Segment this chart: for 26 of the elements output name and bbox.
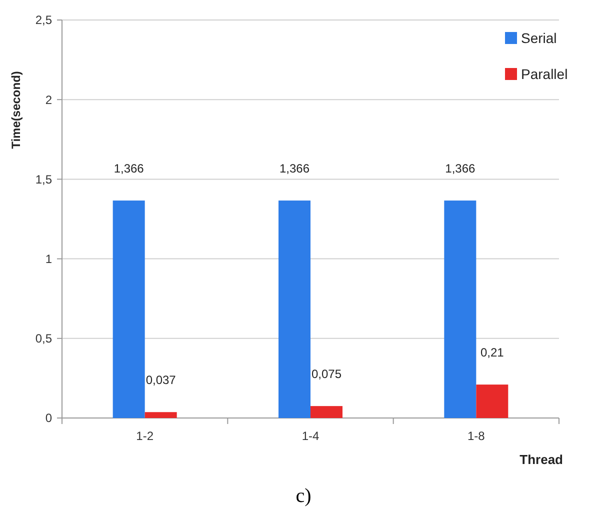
bar bbox=[112, 200, 145, 418]
data-label: 1,366 bbox=[279, 162, 310, 176]
data-label: 0,21 bbox=[480, 346, 504, 360]
data-label: 1,366 bbox=[114, 162, 144, 176]
data-label: 1,366 bbox=[445, 162, 476, 176]
x-tick-label: 1-2 bbox=[136, 429, 154, 443]
bar bbox=[278, 200, 310, 418]
y-axis-title: Time(second) bbox=[9, 71, 23, 149]
y-tick-label: 1,5 bbox=[35, 172, 52, 186]
data-label: 0,037 bbox=[146, 373, 176, 388]
y-tick-label: 1 bbox=[45, 252, 52, 266]
x-tick-label: 1-4 bbox=[302, 429, 320, 443]
x-axis-title: Thread bbox=[520, 452, 564, 467]
y-tick-label: 0,5 bbox=[35, 332, 52, 346]
data-label: 0,075 bbox=[311, 367, 342, 382]
legend-label: Serial bbox=[521, 30, 557, 46]
y-tick-label: 2 bbox=[45, 92, 52, 107]
legend-label: Parallel bbox=[521, 66, 568, 82]
bar bbox=[476, 384, 508, 418]
text: c) bbox=[296, 485, 312, 507]
x-tick-label: 1-8 bbox=[467, 429, 486, 443]
bar bbox=[444, 200, 476, 418]
y-tick-label: 0 bbox=[45, 411, 52, 426]
bar bbox=[310, 406, 342, 418]
bar bbox=[144, 412, 177, 418]
y-tick-label: 2,5 bbox=[35, 13, 52, 28]
